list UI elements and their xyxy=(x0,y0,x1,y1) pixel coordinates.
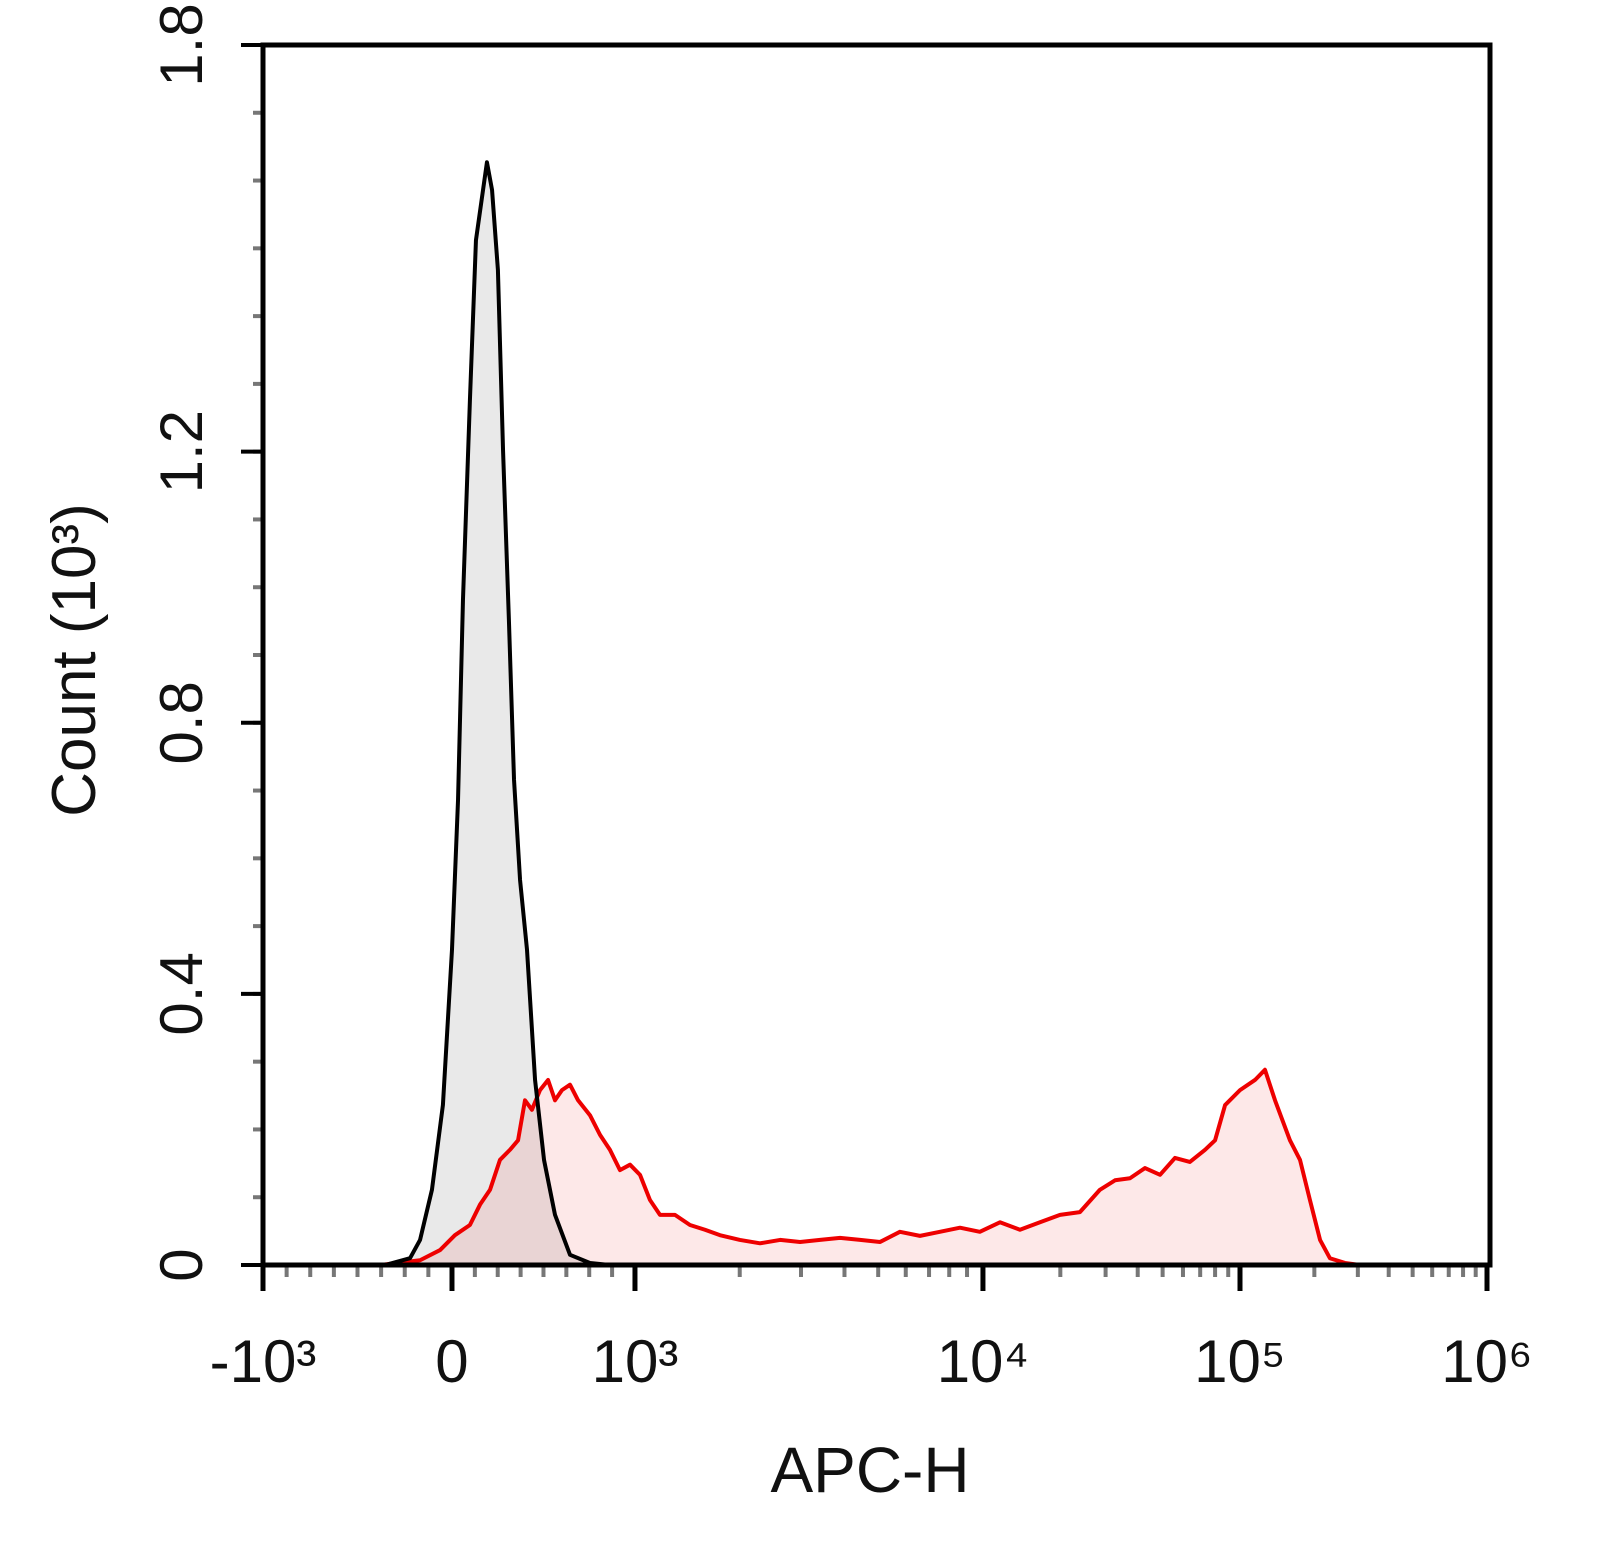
x-tick-label: 10⁵ xyxy=(1194,1328,1286,1395)
x-axis-label: APC-H xyxy=(770,1434,969,1506)
histogram-area xyxy=(263,162,610,1265)
x-tick-label: 10⁴ xyxy=(937,1328,1030,1395)
y-tick-label: 1.8 xyxy=(148,3,215,86)
plot-frame xyxy=(260,42,1493,1268)
y-tick-label: 0 xyxy=(148,1248,215,1281)
x-tick-label: 0 xyxy=(435,1328,468,1395)
y-tick-label: 0.8 xyxy=(148,681,215,764)
y-tick-label: 1.2 xyxy=(148,410,215,493)
x-tick-label: 10⁶ xyxy=(1441,1328,1532,1395)
x-tick-label: -10³ xyxy=(210,1328,317,1395)
histogram-line xyxy=(263,160,611,1267)
x-tick-label: 10³ xyxy=(592,1328,679,1395)
y-axis-label: Count (10³) xyxy=(40,503,109,817)
histogram-area xyxy=(379,1069,1488,1265)
y-tick-label: 0.4 xyxy=(148,952,215,1035)
